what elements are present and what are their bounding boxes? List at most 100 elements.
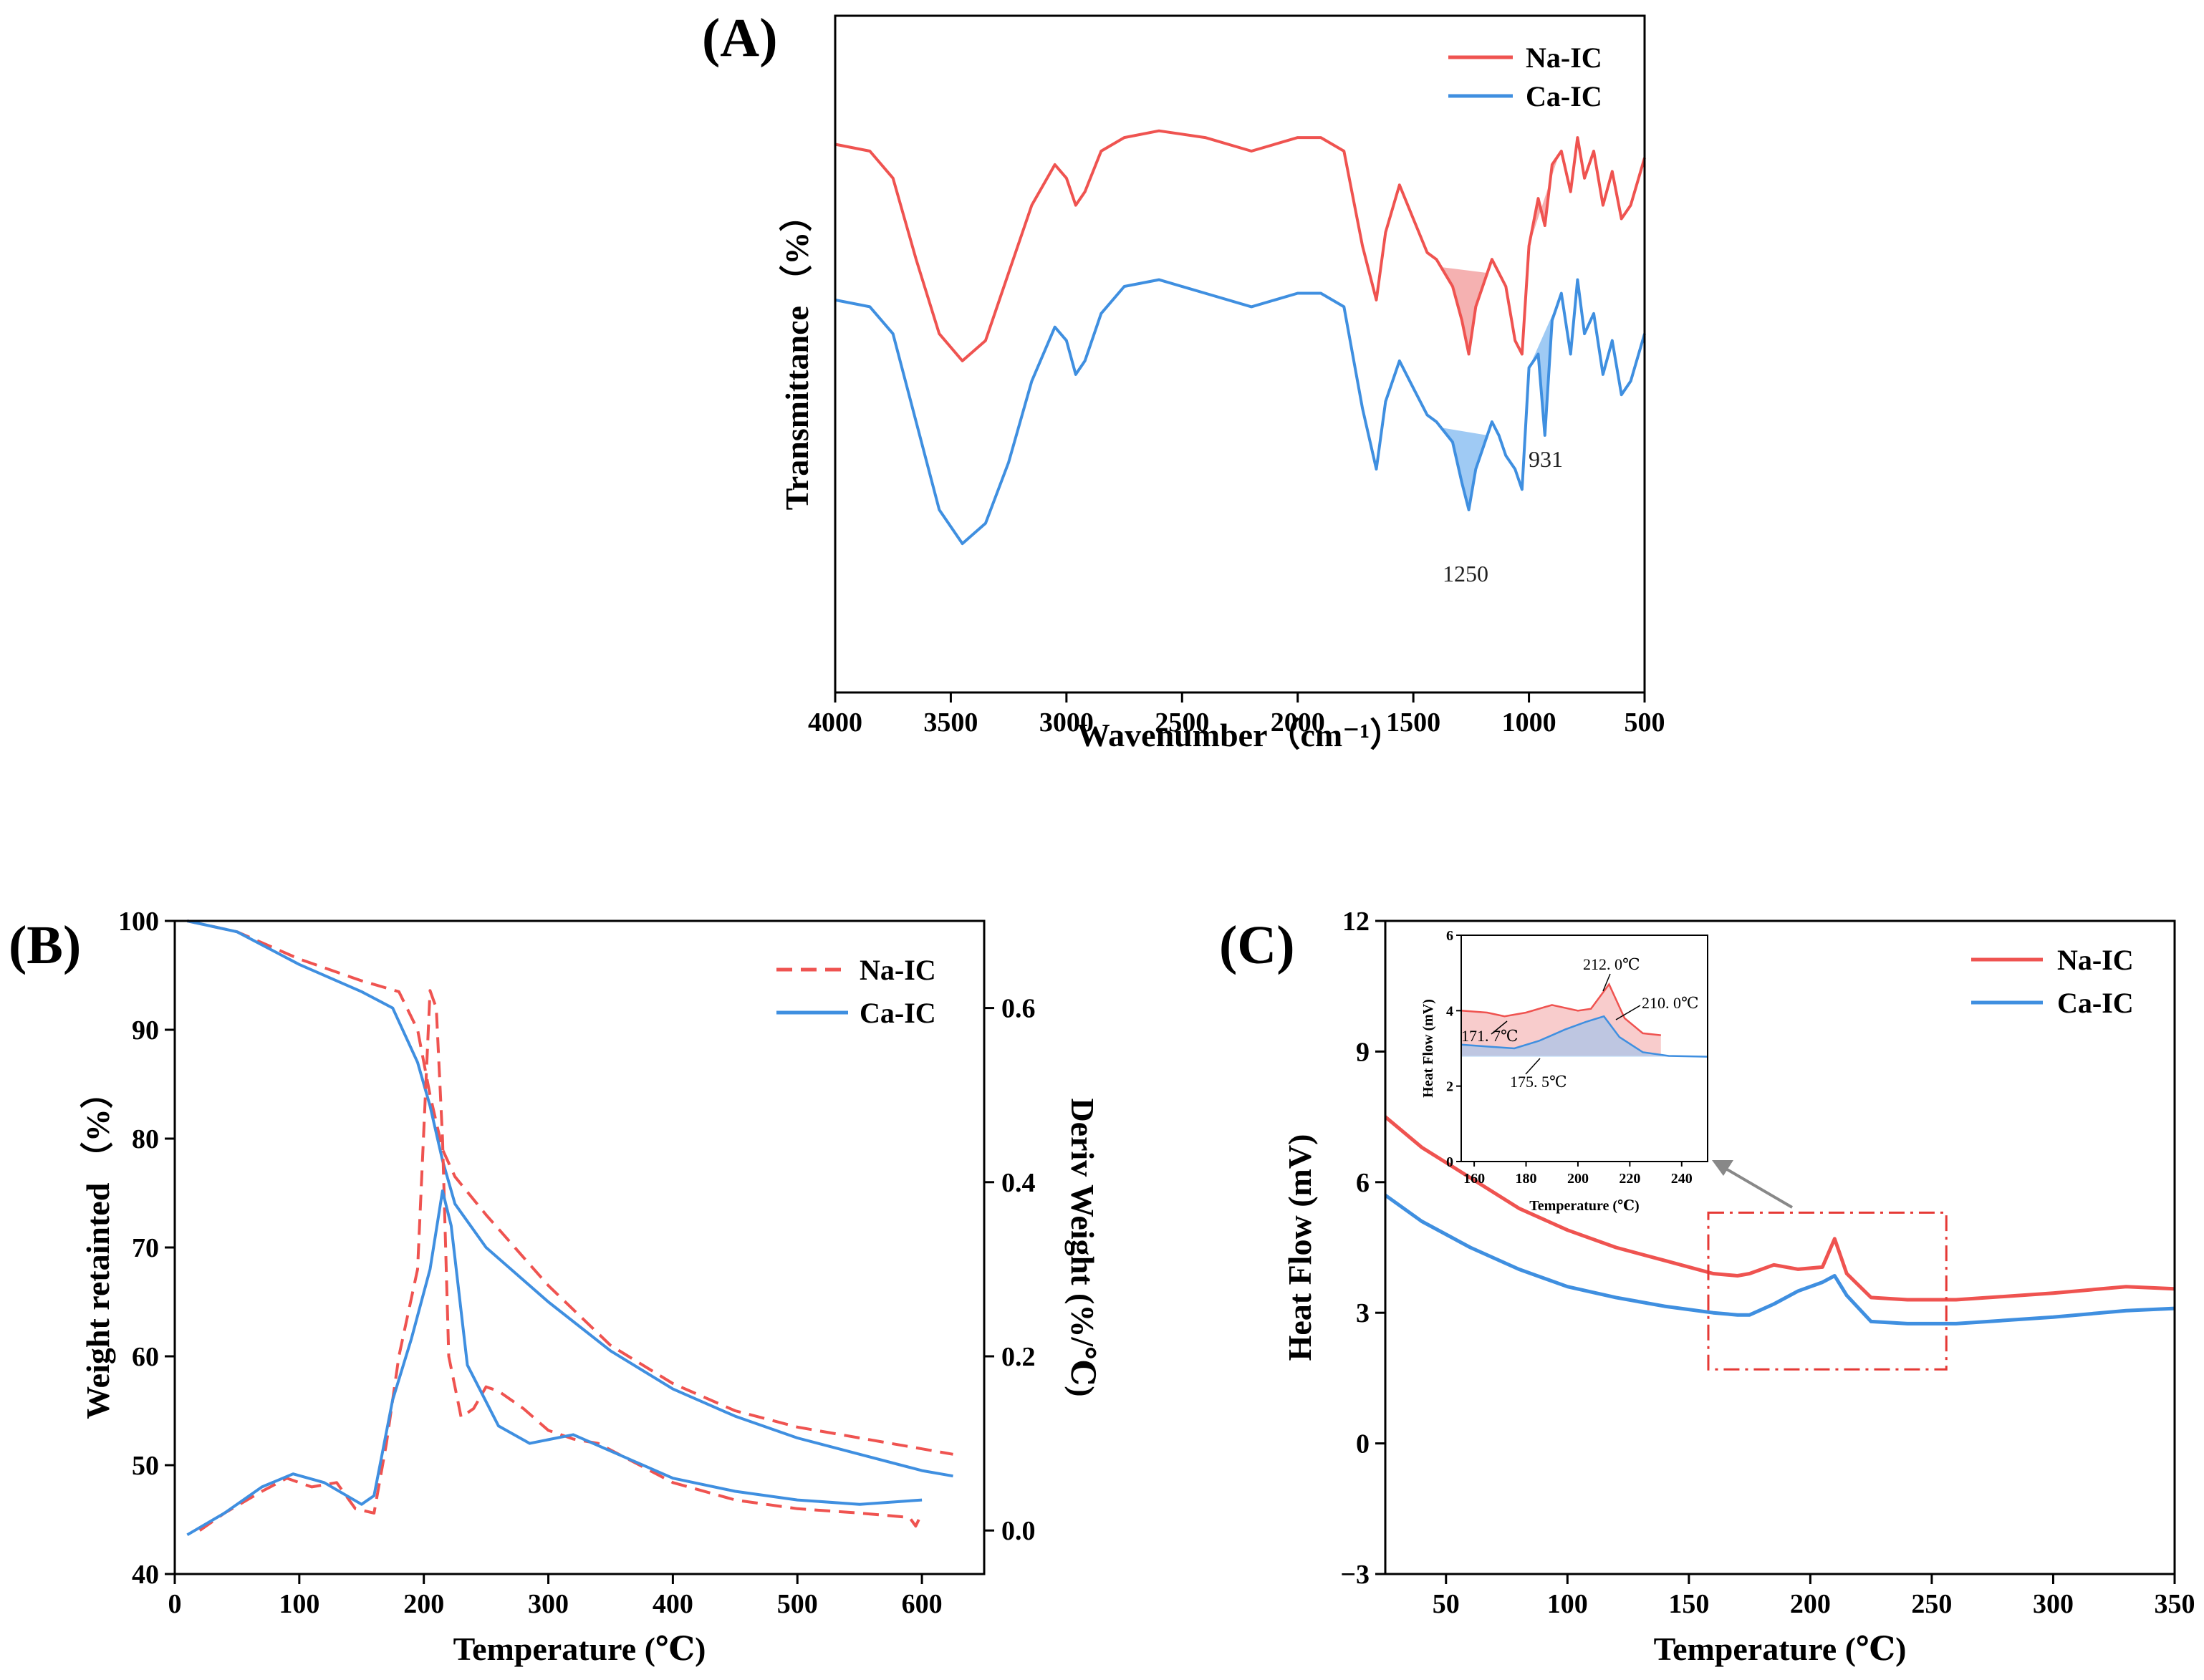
shaded-band-na-ic-1380 xyxy=(1440,267,1488,351)
legend-label-ca-ic: Ca-IC xyxy=(1526,80,1602,112)
x-tick-label: 250 xyxy=(1911,1589,1952,1619)
panel-c-xlabel: Temperature (℃) xyxy=(1654,1631,1907,1667)
y-tick-label: 80 xyxy=(132,1124,159,1154)
x-tick-label: 2000 xyxy=(1271,708,1325,738)
y2-tick-label: 0.4 xyxy=(1001,1168,1036,1198)
panel-b-label: (B) xyxy=(9,915,81,975)
inset-frame xyxy=(1460,935,1708,1162)
inset-annotation-212: 212. 0℃ xyxy=(1583,955,1640,973)
series-line-na-ic xyxy=(1384,1115,2175,1302)
inset-y-tick-label: 0 xyxy=(1446,1154,1453,1170)
x-tick-label: 1000 xyxy=(1502,708,1556,738)
panel-b: (B) 0 100 200 300 400 500 600 40 50 60 70 80 90 100 0.… xyxy=(9,907,1101,1667)
inset-annotation-171: 171. 7℃ xyxy=(1461,1027,1519,1045)
y-tick-label: 12 xyxy=(1342,907,1370,937)
inset-pointer-212 xyxy=(1602,973,1611,992)
inset-pointer-171 xyxy=(1491,1020,1508,1035)
inset-pointer-175 xyxy=(1525,1058,1541,1075)
y-tick-label: 60 xyxy=(132,1342,159,1372)
zoom-arrow xyxy=(1722,1166,1794,1209)
x-tick-label: 300 xyxy=(2033,1589,2074,1619)
inset-y-tick-label: 6 xyxy=(1446,928,1453,944)
series-line-na-ic-deriv xyxy=(198,989,923,1532)
panel-c-legend: Na-IC Ca-IC xyxy=(1971,944,2134,1019)
panel-c-ylabel: Heat Flow (mV) xyxy=(1281,1134,1318,1361)
x-tick-label: 500 xyxy=(777,1589,818,1619)
x-tick-label: 100 xyxy=(279,1589,319,1619)
x-tick-label: 50 xyxy=(1433,1589,1460,1619)
shaded-band-ca-ic-1380 xyxy=(1440,428,1488,507)
inset-annotation-210: 210. 0℃ xyxy=(1642,994,1699,1012)
x-tick-label: 0 xyxy=(168,1589,182,1619)
x-tick-label: 3500 xyxy=(923,708,978,738)
inset-x-tick-label: 180 xyxy=(1516,1171,1537,1187)
y-tick-label: 40 xyxy=(132,1560,159,1590)
y-tick-label: 6 xyxy=(1356,1168,1370,1198)
y-tick-label: 90 xyxy=(132,1015,159,1046)
inset-pointer-210 xyxy=(1615,1005,1641,1020)
panel-a-xlabel: Wavenumber（cm⁻¹） xyxy=(1077,717,1403,753)
x-tick-label: 100 xyxy=(1547,1589,1588,1619)
x-tick-label: 3000 xyxy=(1039,708,1094,738)
x-tick-label: 400 xyxy=(653,1589,693,1619)
panel-c-inset: 160 180 200 220 240 0 2 4 6 Temperature (℃) Heat… xyxy=(1420,928,1708,1214)
inset-x-tick-label: 160 xyxy=(1463,1171,1485,1187)
y2-tick-label: 0.2 xyxy=(1001,1342,1036,1372)
x-tick-label: 1500 xyxy=(1386,708,1440,738)
x-tick-label: 600 xyxy=(902,1589,943,1619)
panel-a: (A) 4000 3500 3000 2500 2000 1500 1000 500 Wave… xyxy=(702,8,1665,753)
inset-annotation-175: 175. 5℃ xyxy=(1510,1073,1567,1091)
y-tick-label: 3 xyxy=(1356,1298,1370,1328)
legend-label-na-ic: Na-IC xyxy=(860,954,936,986)
y-tick-label: 100 xyxy=(118,907,159,937)
panel-b-legend: Na-IC Ca-IC xyxy=(776,954,936,1029)
series-line-na-ic xyxy=(834,129,1646,362)
annotation-931: 931 xyxy=(1529,446,1563,472)
y2-tick-label: 0.6 xyxy=(1001,994,1036,1024)
series-line-ca-ic-weight xyxy=(186,919,953,1478)
y-tick-label: 70 xyxy=(132,1233,159,1263)
annotation-1250: 1250 xyxy=(1443,561,1488,586)
y-tick-label: 0 xyxy=(1356,1429,1370,1459)
x-tick-label: 4000 xyxy=(808,708,862,738)
panel-a-label: (A) xyxy=(702,8,778,68)
series-line-na-ic-weight xyxy=(186,919,953,1456)
legend-label-ca-ic: Ca-IC xyxy=(2057,987,2134,1019)
inset-line-ca-ic xyxy=(1460,1015,1708,1058)
shaded-band-na-ic-1000 xyxy=(1529,154,1559,246)
x-tick-label: 200 xyxy=(403,1589,444,1619)
inset-y-tick-label: 4 xyxy=(1446,1003,1453,1019)
panel-b-xlabel: Temperature (℃) xyxy=(453,1631,706,1667)
shaded-band-ca-ic-1000 xyxy=(1529,299,1559,430)
inset-y-tick-label: 2 xyxy=(1446,1079,1453,1095)
y-tick-label: −3 xyxy=(1340,1560,1370,1590)
zoom-region-box xyxy=(1707,1211,1948,1371)
y2-tick-label: 0.0 xyxy=(1001,1516,1036,1546)
panel-b-ylabel: Weight retainted （%） xyxy=(80,1076,116,1419)
panel-c: (C) 50 100 150 200 250 300 350 −3 0 3 6 9 12 Tempera… xyxy=(1219,907,2195,1667)
series-line-ca-ic-deriv xyxy=(186,1189,923,1537)
x-tick-label: 350 xyxy=(2155,1589,2195,1619)
inset-x-tick-label: 200 xyxy=(1567,1171,1589,1187)
x-tick-label: 500 xyxy=(1625,708,1665,738)
x-tick-label: 200 xyxy=(1790,1589,1831,1619)
x-tick-label: 2500 xyxy=(1155,708,1209,738)
inset-x-tick-label: 240 xyxy=(1671,1171,1693,1187)
legend-label-na-ic: Na-IC xyxy=(2057,944,2134,976)
legend-label-na-ic: Na-IC xyxy=(1526,42,1602,74)
panel-c-label: (C) xyxy=(1219,915,1295,975)
series-line-ca-ic xyxy=(1384,1193,2175,1326)
panel-a-legend: Na-IC Ca-IC xyxy=(1448,42,1602,112)
y-tick-label: 9 xyxy=(1356,1037,1370,1067)
panel-c-frame xyxy=(1384,919,2176,1575)
y-tick-label: 50 xyxy=(132,1451,159,1481)
panel-b-y2label: Deriv Weight (%/℃) xyxy=(1064,1098,1101,1396)
inset-line-na-ic xyxy=(1460,983,1661,1036)
zoom-arrow-head-icon xyxy=(1712,1160,1733,1176)
series-line-ca-ic xyxy=(834,278,1646,546)
panel-a-ylabel: Transmittance （%） xyxy=(779,199,815,511)
legend-label-ca-ic: Ca-IC xyxy=(860,997,936,1029)
inset-ylabel: Heat Flow (mV) xyxy=(1420,999,1436,1098)
x-tick-label: 150 xyxy=(1668,1589,1709,1619)
